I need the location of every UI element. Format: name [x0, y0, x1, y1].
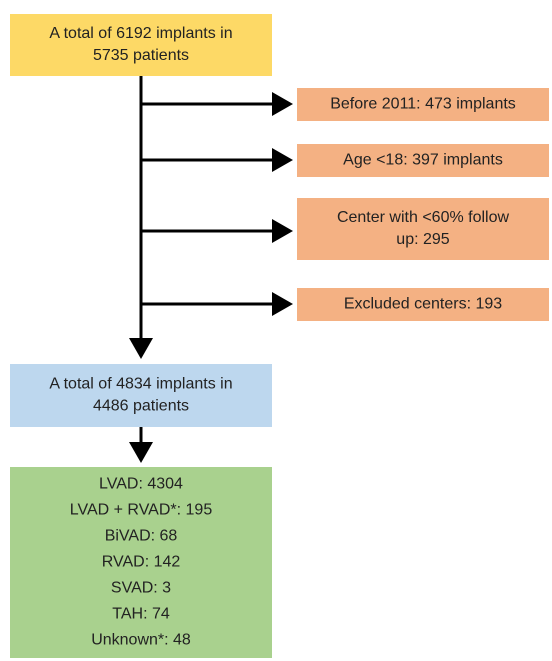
flow-box: Excluded centers: 193 [297, 288, 549, 321]
box-text: TAH: 74 [112, 606, 170, 623]
box-text: BiVAD: 68 [105, 528, 178, 545]
box-text: LVAD: 4304 [99, 476, 183, 493]
box [10, 467, 272, 658]
box-text: A total of 4834 implants in [49, 376, 232, 393]
box [297, 88, 549, 121]
flow-box: Age <18: 397 implants [297, 144, 549, 177]
box [297, 144, 549, 177]
flow-box: Before 2011: 473 implants [297, 88, 549, 121]
flow-box: Center with <60% follow up: 295 [297, 198, 549, 260]
connectors [129, 76, 293, 463]
box [10, 14, 272, 76]
flow-box: LVAD: 4304 LVAD + RVAD*: 195 BiVAD: 68 RVAD… [10, 467, 272, 658]
flow-box: A total of 4834 implants in 4486 patients [10, 364, 272, 427]
box-text: 4486 patients [93, 398, 189, 415]
boxes: A total of 6192 implants in 5735 patients… [10, 14, 549, 658]
box-text: Excluded centers: 193 [344, 296, 502, 313]
flow-box: A total of 6192 implants in 5735 patients [10, 14, 272, 76]
box-text: LVAD + RVAD*: 195 [70, 502, 213, 519]
box-text: Before 2011: 473 implants [330, 96, 516, 113]
box-text: Age <18: 397 implants [343, 152, 503, 169]
box-text: RVAD: 142 [102, 554, 181, 571]
box [10, 364, 272, 427]
box-text: Center with <60% follow [337, 209, 510, 226]
box-text: SVAD: 3 [111, 580, 171, 597]
box [297, 198, 549, 260]
box-text: Unknown*: 48 [91, 632, 191, 649]
box-text: A total of 6192 implants in [49, 25, 232, 42]
box-text: up: 295 [396, 231, 449, 248]
box [297, 288, 549, 321]
box-text: 5735 patients [93, 47, 189, 64]
